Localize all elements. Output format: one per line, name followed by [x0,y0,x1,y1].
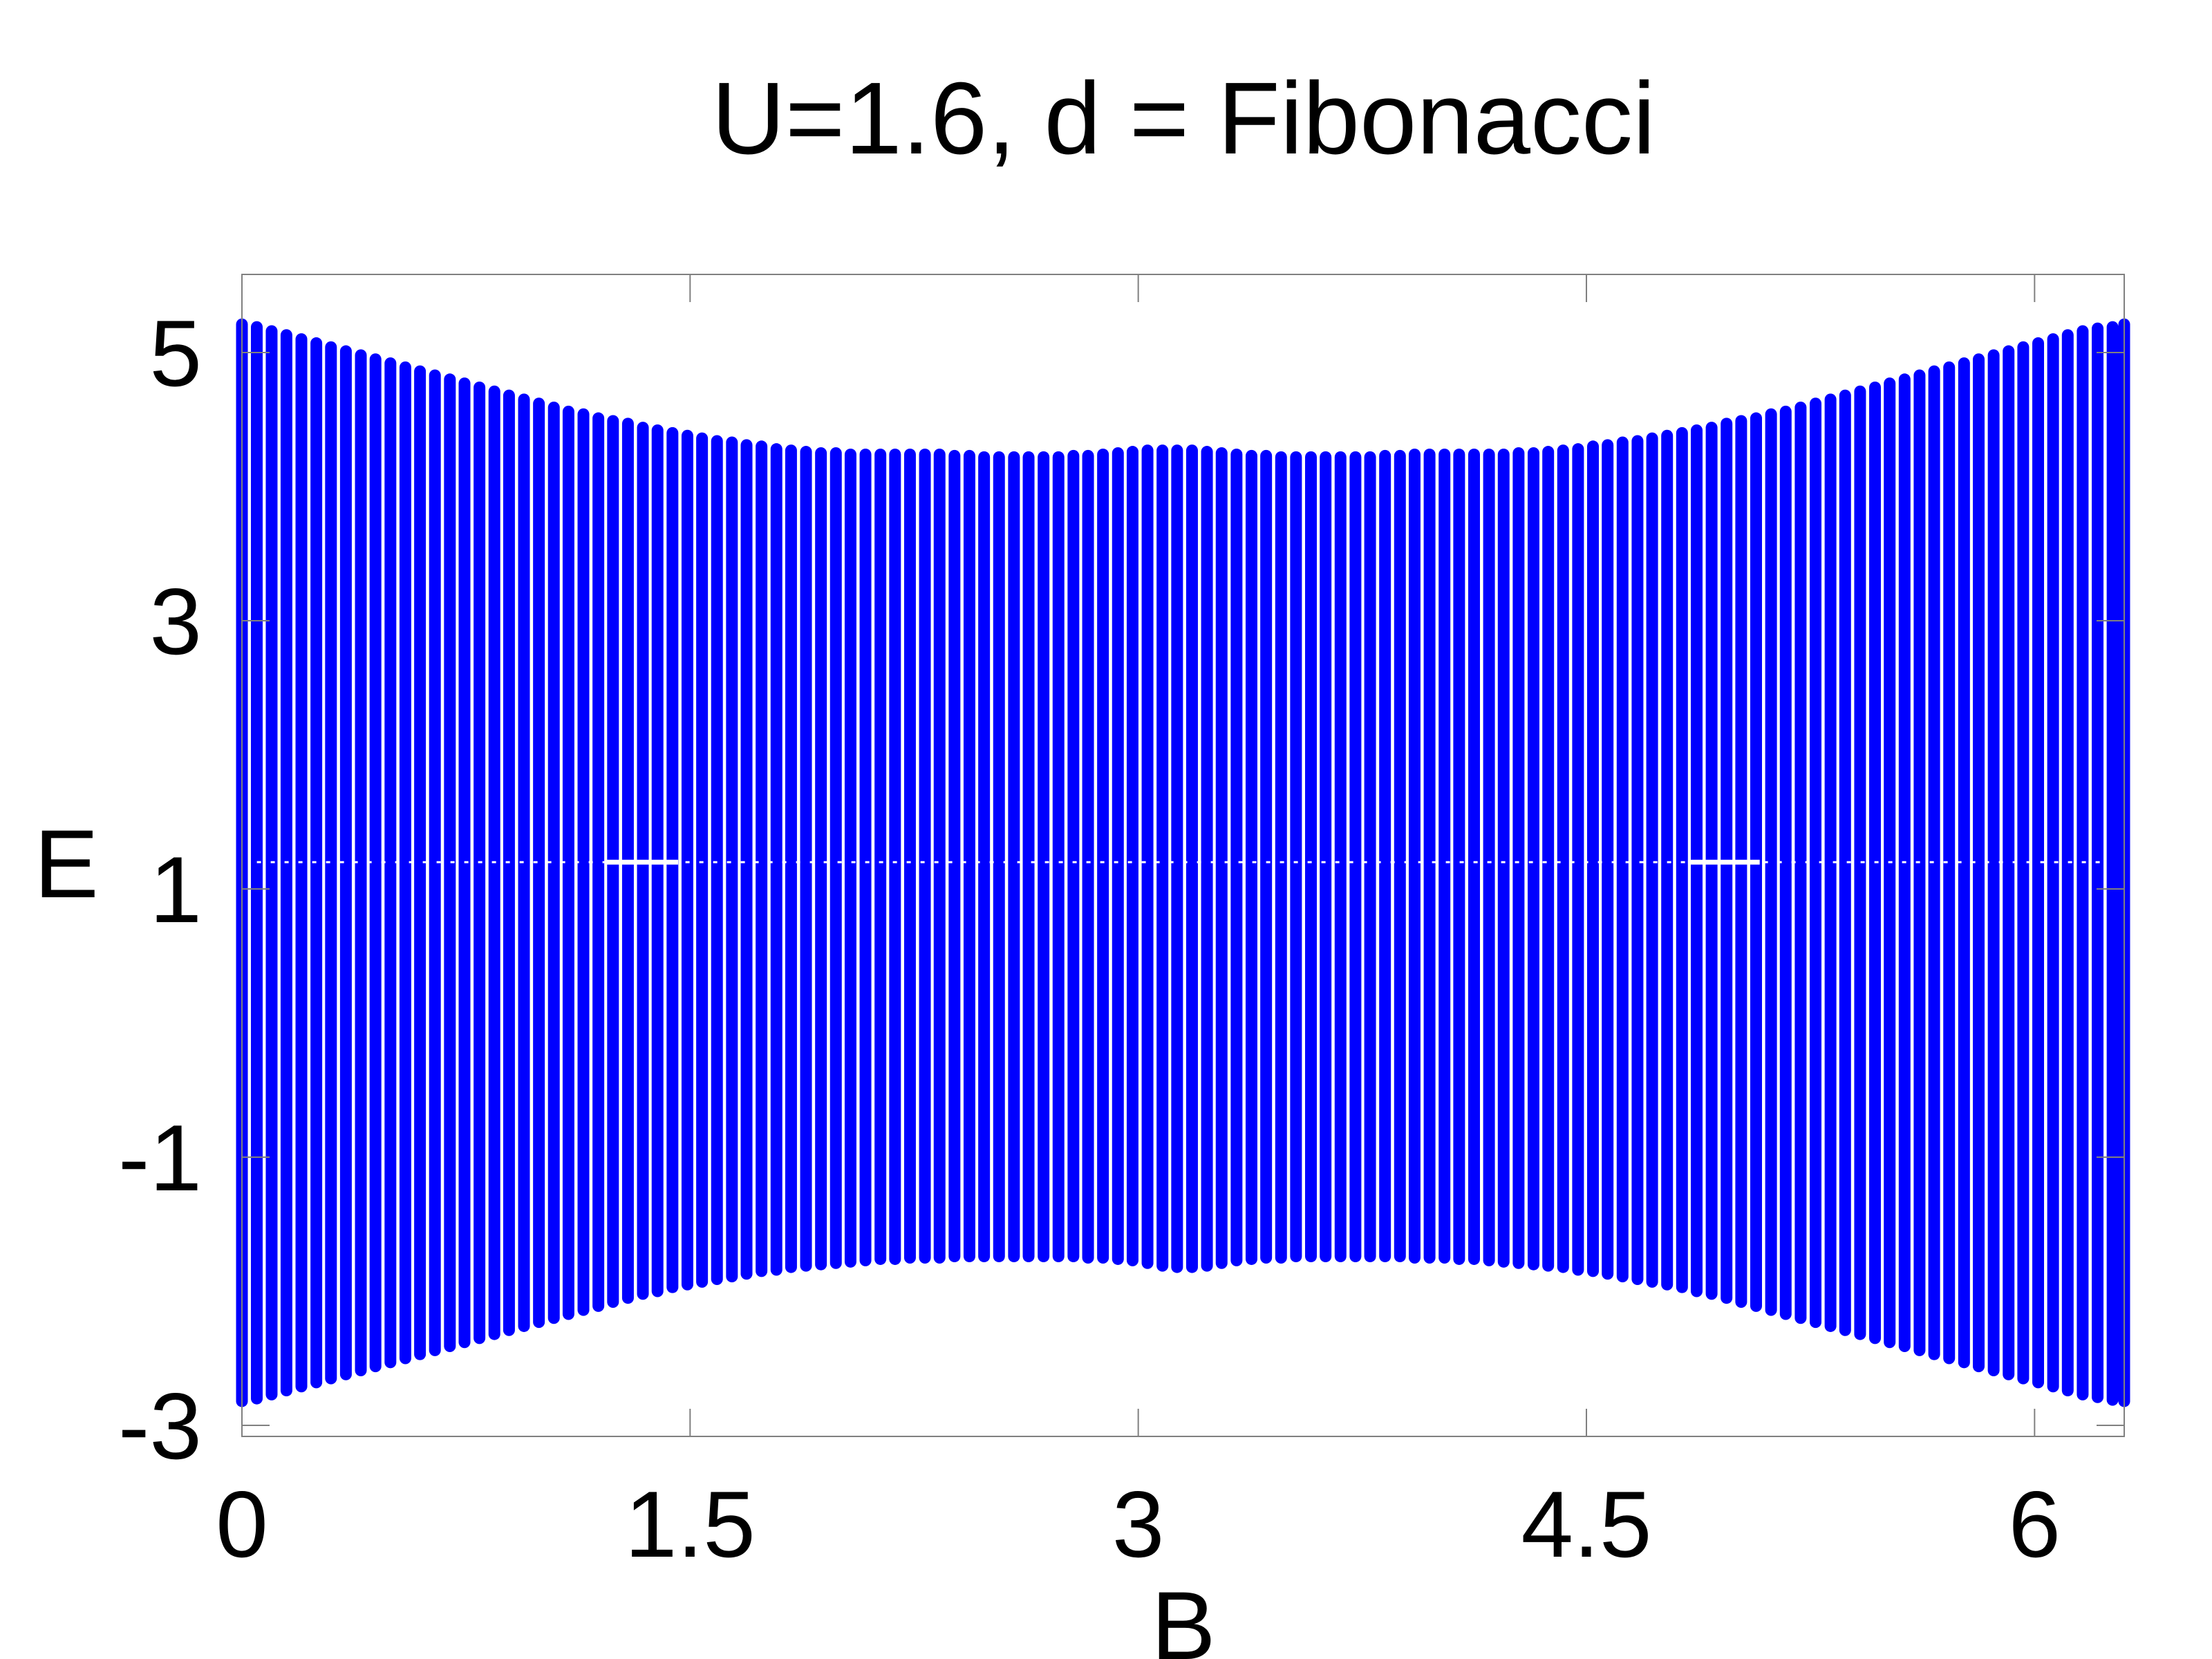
chart-title: U=1.6, d = Fibonacci [711,62,1656,176]
x-tick-label: 3 [1112,1472,1165,1577]
y-axis-label: E [34,809,98,918]
x-tick-label: 4.5 [1521,1472,1651,1577]
y-tick-label: 1 [149,837,202,942]
x-axis-label: B [1151,1571,1215,1659]
y-tick-label: 5 [149,301,202,406]
y-axis-ticks: -3 -1 1 3 5 [118,301,2124,1479]
energy-bands [236,318,2130,1407]
x-axis-ticks: 0 1.5 3 4.5 6 [216,274,2061,1577]
x-tick-label: 6 [2009,1472,2061,1577]
y-tick-label: -3 [118,1374,202,1479]
y-tick-label: -1 [118,1105,202,1210]
x-tick-label: 1.5 [625,1472,756,1577]
x-tick-label: 0 [216,1472,268,1577]
y-tick-label: 3 [149,569,202,674]
plot-frame [241,274,2125,1437]
